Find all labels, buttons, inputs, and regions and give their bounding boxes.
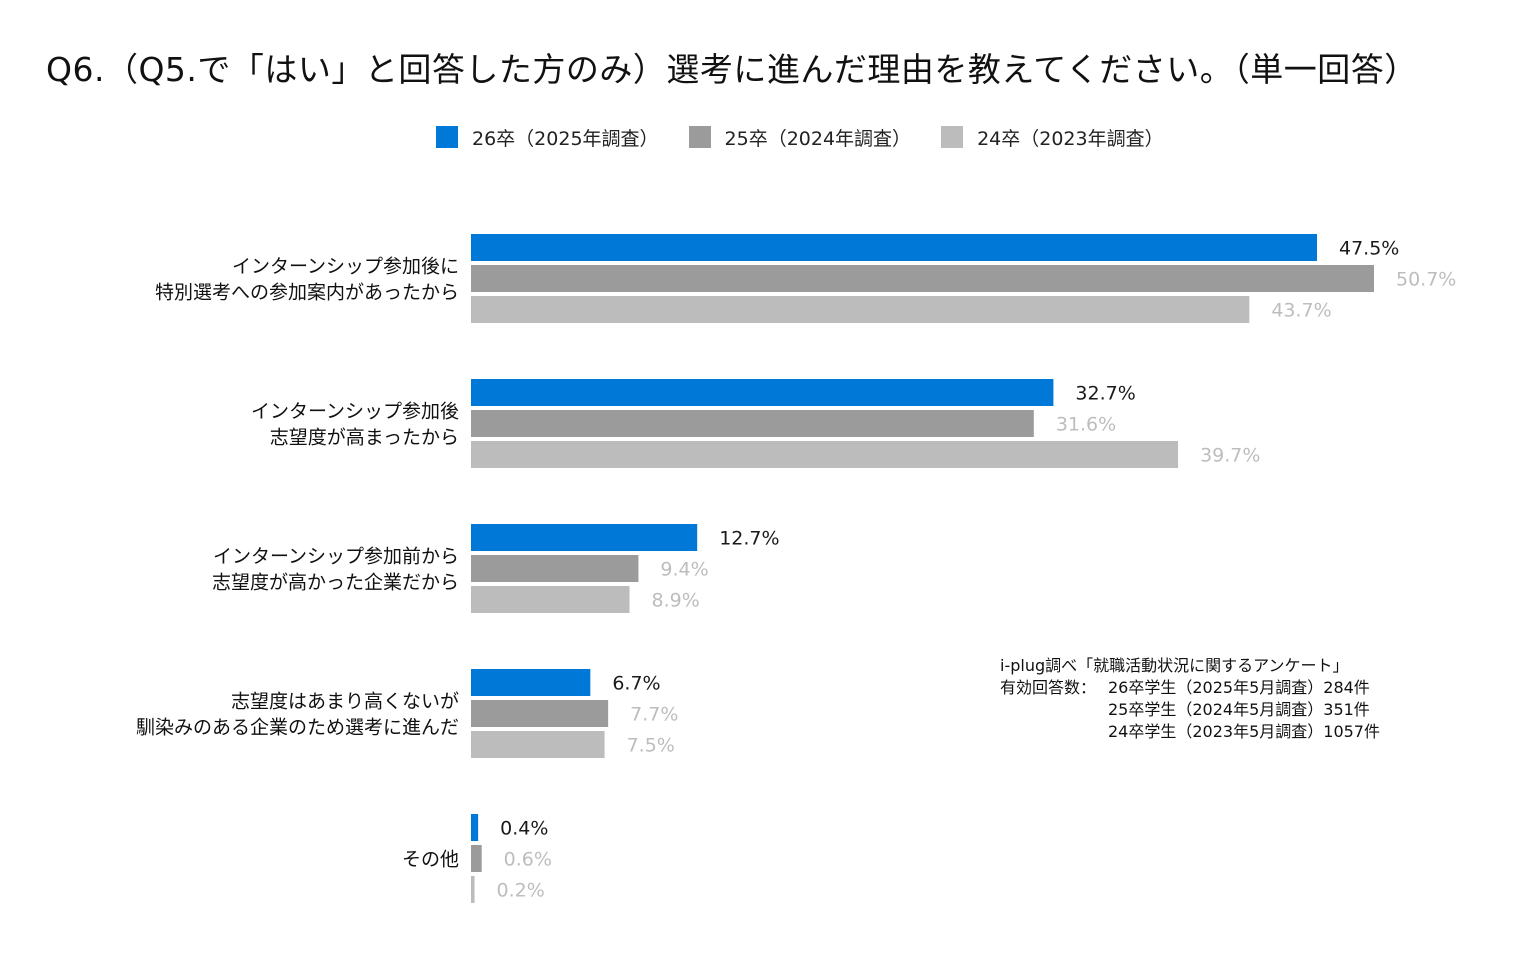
respondent-label: 有効回答数： <box>1000 678 1097 697</box>
data-label-4-1: 0.6% <box>504 849 552 871</box>
bar-0-0 <box>471 234 1317 261</box>
category-label-1-1: 志望度が高まったから <box>270 427 459 449</box>
bar-1-2 <box>471 441 1179 468</box>
category-label-3-0: 志望度はあまり高くないが <box>231 691 459 713</box>
category-label-4-0: その他 <box>402 849 459 871</box>
data-label-2-2: 8.9% <box>652 590 700 612</box>
legend-item-25: 25卒（2024年調査） <box>688 124 912 151</box>
legend-item-24: 24卒（2023年調査） <box>941 124 1164 151</box>
bar-2-2 <box>471 586 630 613</box>
data-label-1-1: 31.6% <box>1056 414 1116 436</box>
legend-item-26: 26卒（2025年調査） <box>436 124 659 151</box>
data-label-1-0: 32.7% <box>1075 383 1135 405</box>
legend-label-25: 25卒（2024年調査） <box>724 127 912 150</box>
bar-3-2 <box>471 731 605 758</box>
bar-3-1 <box>471 700 609 727</box>
data-label-0-0: 47.5% <box>1339 238 1399 260</box>
source-line: i-plug調べ「就職活動状況に関するアンケート」 <box>1000 656 1349 675</box>
category-label-2-1: 志望度が高かった企業だから <box>212 572 459 594</box>
data-label-1-2: 39.7% <box>1200 445 1260 467</box>
respondent-row-24: 24卒学生（2023年5月調査）1057件 <box>1000 721 1380 743</box>
respondent-count-26: 26卒学生（2025年5月調査）284件 <box>1108 678 1370 697</box>
bar-3-0 <box>471 669 591 696</box>
bar-1-0 <box>471 379 1054 406</box>
data-label-4-2: 0.2% <box>497 880 545 902</box>
data-label-2-1: 9.4% <box>660 559 708 581</box>
chart-title: Q6.（Q5.で「はい」と回答した方のみ）選考に進んだ理由を教えてください。（単… <box>46 50 1418 89</box>
data-label-4-0: 0.4% <box>500 818 548 840</box>
legend-label-24: 24卒（2023年調査） <box>977 127 1164 150</box>
category-label-3-1: 馴染みのある企業のため選考に進んだ <box>136 717 459 739</box>
bar-4-0 <box>471 814 479 841</box>
legend: 26卒（2025年調査） 25卒（2024年調査） 24卒（2023年調査） <box>436 122 1194 152</box>
source-note: i-plug調べ「就職活動状況に関するアンケート」 有効回答数： 26卒学生（2… <box>1000 655 1380 743</box>
respondent-row-25: 25卒学生（2024年5月調査）351件 <box>1000 699 1380 721</box>
data-label-3-0: 6.7% <box>612 673 660 695</box>
respondent-count-24: 24卒学生（2023年5月調査）1057件 <box>1108 722 1380 741</box>
bar-4-1 <box>471 845 482 872</box>
category-label-0-1: 特別選考への参加案内があったから <box>155 282 459 304</box>
bar-2-0 <box>471 524 698 551</box>
category-label-1-0: インターンシップ参加後 <box>251 401 459 423</box>
category-label-0-0: インターンシップ参加後に <box>232 256 459 278</box>
data-label-3-1: 7.7% <box>630 704 678 726</box>
bar-1-1 <box>471 410 1034 437</box>
legend-label-26: 26卒（2025年調査） <box>472 127 659 150</box>
bar-4-2 <box>471 876 475 903</box>
category-label-2-0: インターンシップ参加前から <box>213 546 459 568</box>
legend-swatch-25 <box>688 126 711 148</box>
data-label-0-2: 43.7% <box>1271 300 1331 322</box>
data-label-0-1: 50.7% <box>1396 269 1456 291</box>
bar-2-1 <box>471 555 639 582</box>
legend-swatch-24 <box>941 126 964 148</box>
bar-0-2 <box>471 296 1250 323</box>
data-label-3-2: 7.5% <box>627 735 675 757</box>
respondent-count-25: 25卒学生（2024年5月調査）351件 <box>1108 700 1370 719</box>
bar-0-1 <box>471 265 1374 292</box>
data-label-2-0: 12.7% <box>719 528 779 550</box>
respondent-row-26: 有効回答数： 26卒学生（2025年5月調査）284件 <box>1000 677 1380 699</box>
legend-swatch-26 <box>436 126 458 148</box>
